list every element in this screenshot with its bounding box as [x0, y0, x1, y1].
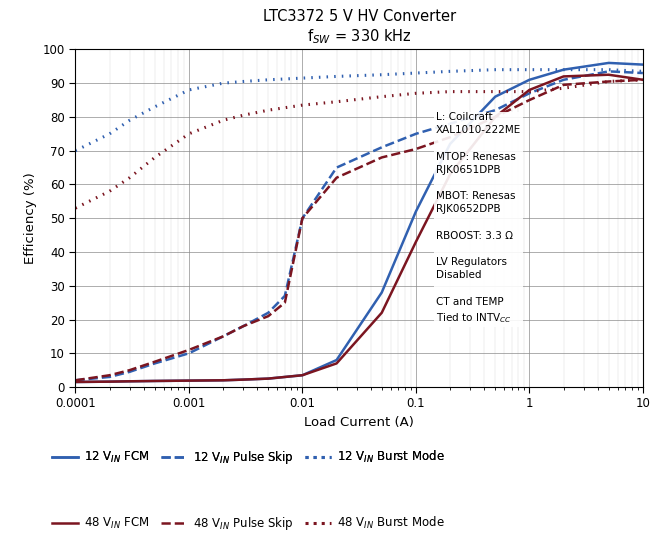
Title: LTC3372 5 V HV Converter
f$_{SW}$ = 330 kHz: LTC3372 5 V HV Converter f$_{SW}$ = 330 …: [262, 9, 456, 46]
Legend: 12 V$_{IN}$ FCM, 12 V$_{IN}$ Pulse Skip, 12 V$_{IN}$ Burst Mode: 12 V$_{IN}$ FCM, 12 V$_{IN}$ Pulse Skip,…: [52, 449, 445, 466]
Legend: 48 V$_{IN}$ FCM, 48 V$_{IN}$ Pulse Skip, 48 V$_{IN}$ Burst Mode: 48 V$_{IN}$ FCM, 48 V$_{IN}$ Pulse Skip,…: [52, 515, 445, 532]
X-axis label: Load Current (A): Load Current (A): [304, 416, 414, 429]
Text: L: Coilcraft
XAL1010-222ME

MTOP: Renesas
RJK0651DPB

MBOT: Renesas
RJK0652DPB

: L: Coilcraft XAL1010-222ME MTOP: Renesas…: [436, 112, 521, 324]
Y-axis label: Efficiency (%): Efficiency (%): [24, 172, 37, 264]
